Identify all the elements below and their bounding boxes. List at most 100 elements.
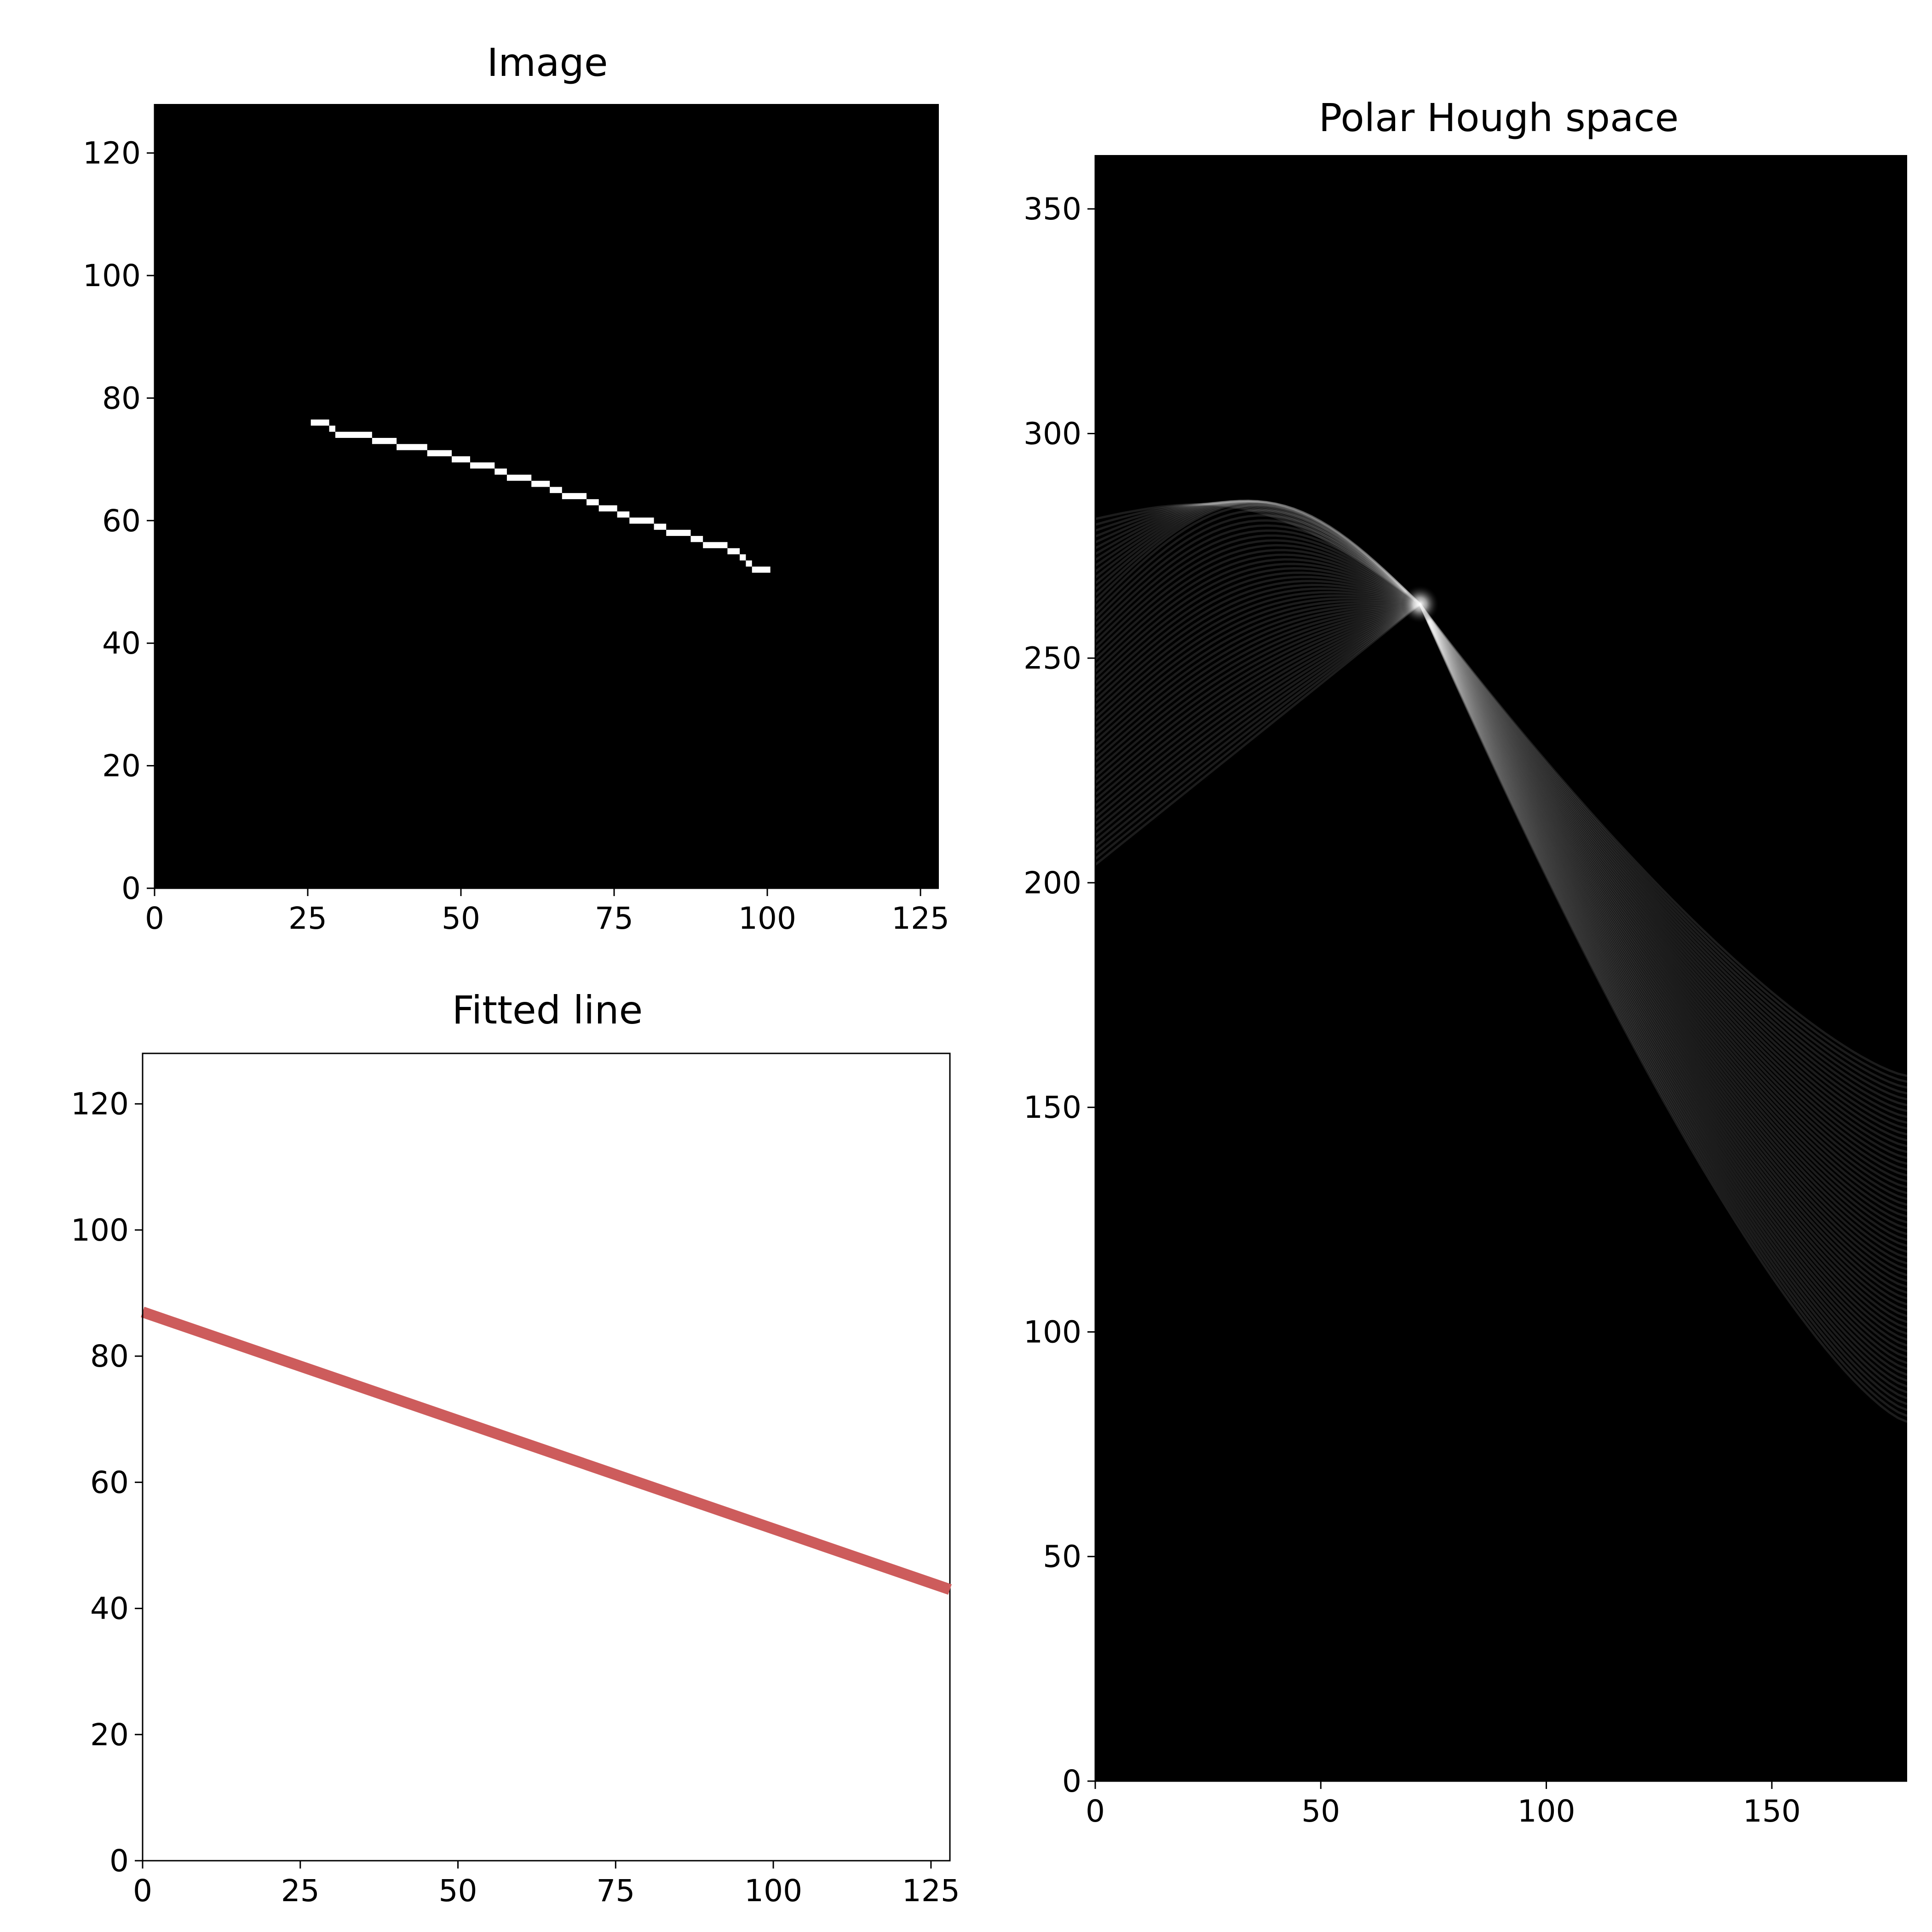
hough-curve [1095, 591, 1907, 1224]
fitted-line-title: Fitted line [452, 988, 643, 1033]
hough-curve [1095, 603, 1907, 1165]
line-pixel-run [397, 444, 427, 450]
fitted-x-tick-label: 50 [439, 1873, 477, 1909]
line-pixel-run [494, 468, 507, 475]
fitted-x-tick-label: 75 [596, 1873, 635, 1909]
hough-curve [1095, 603, 1907, 1148]
hough-curve [1095, 500, 1907, 1388]
line-pixel-run [427, 450, 452, 456]
hough-curve [1095, 549, 1907, 1282]
hough-x-tick-label: 100 [1518, 1794, 1576, 1829]
line-pixel-run [531, 481, 550, 487]
line-pixel-run [654, 523, 667, 530]
hough-curve [1095, 534, 1907, 1300]
fitted-y-tick-label: 0 [109, 1843, 129, 1879]
hough-y-tick-label: 350 [1024, 191, 1081, 227]
hough-x-axis: 0 50 100 150 [1086, 1780, 1907, 1829]
hough-curve [1095, 583, 1907, 1236]
hough-curve [1095, 500, 1907, 1347]
image-x-tick-label: 100 [738, 901, 796, 936]
hough-curve [1095, 603, 1907, 1136]
line-pixel-run [452, 456, 470, 463]
hough-curve [1095, 603, 1907, 1183]
image-x-tick-label: 50 [442, 901, 480, 936]
hough-curve [1095, 575, 1907, 1247]
fitted-y-tick-label: 100 [71, 1213, 129, 1248]
line-pixel-run [335, 431, 372, 438]
fitted-y-tick-label: 40 [90, 1591, 129, 1627]
line-pixel-run [310, 419, 329, 426]
hough-curve [1095, 603, 1907, 1189]
hough-curve [1095, 563, 1907, 1265]
fitted-plot-area [142, 1052, 951, 1862]
hough-curve [1095, 603, 1907, 1095]
hough-curve [1095, 500, 1907, 1376]
image-y-tick-label: 100 [83, 258, 141, 293]
hough-curve [1095, 594, 1907, 1218]
image-y-tick-label: 120 [83, 136, 141, 171]
hough-curve [1095, 503, 1907, 1417]
hough-y-axis: 0 50 100 150 200 250 300 350 [1024, 155, 1096, 1799]
hough-curve [1095, 602, 1907, 1077]
hough-curve [1095, 602, 1907, 1083]
hough-y-tick-label: 300 [1024, 416, 1081, 451]
hough-y-tick-label: 200 [1024, 865, 1081, 901]
hough-curve [1095, 503, 1907, 1423]
line-pixel-run [746, 560, 752, 567]
hough-curve [1095, 499, 1907, 1364]
hough-x-tick-label: 150 [1743, 1794, 1801, 1829]
hough-x-tick-label: 50 [1301, 1794, 1340, 1829]
hough-curve [1095, 504, 1907, 1335]
line-pixel-run [329, 426, 335, 432]
hough-plot-area [1095, 155, 1907, 1781]
hough-curve [1095, 603, 1907, 1171]
hough-curve [1095, 524, 1907, 1311]
image-y-tick-label: 60 [102, 503, 141, 539]
image-x-tick-label: 125 [891, 901, 949, 936]
hough-curve [1095, 500, 1907, 1370]
hough-curve [1095, 529, 1907, 1306]
hough-curve [1095, 502, 1907, 1411]
image-y-tick-label: 80 [102, 380, 141, 416]
hough-curve [1095, 500, 1907, 1358]
line-pixel-run [740, 554, 746, 561]
hough-x-tick-label: 0 [1086, 1794, 1105, 1829]
line-pixel-run [629, 518, 654, 524]
hough-curve [1095, 580, 1907, 1242]
line-pixel-run [506, 474, 532, 481]
line-pixel-run [752, 566, 770, 573]
hough-curve [1095, 603, 1907, 1130]
image-y-tick-label: 20 [102, 748, 141, 784]
hough-curve [1095, 509, 1907, 1329]
line-pixel-run [550, 487, 562, 493]
image-x-tick-label: 75 [595, 901, 633, 936]
fitted-x-axis: 0 25 50 75 100 125 [133, 1860, 960, 1909]
hough-curve [1095, 501, 1907, 1341]
hough-curve [1095, 603, 1907, 1118]
line-pixel-run [372, 437, 397, 444]
image-x-tick-label: 25 [288, 901, 327, 936]
image-y-axis: 0 20 40 60 80 100 120 [83, 104, 155, 906]
hough-curves [1095, 499, 1907, 1423]
hough-curve [1095, 567, 1907, 1259]
hough-y-tick-label: 50 [1043, 1539, 1081, 1575]
fitted-y-tick-label: 120 [71, 1087, 129, 1122]
hough-curve [1095, 514, 1907, 1323]
image-x-tick-label: 0 [145, 901, 164, 936]
line-pixel-run [703, 542, 728, 548]
line-pixel-run [690, 536, 703, 542]
line-pixel-run [598, 505, 617, 512]
fitted-x-tick-label: 25 [281, 1873, 320, 1909]
hough-curve [1095, 602, 1907, 1200]
image-panel: Image 0 25 50 75 100 125 0 20 40 60 80 100 120 [83, 40, 949, 936]
hough-curve [1095, 500, 1907, 1353]
hough-y-tick-label: 100 [1024, 1314, 1081, 1350]
hough-curve [1095, 597, 1907, 1212]
hough-curve [1095, 603, 1907, 1177]
line-pixel-run [470, 462, 495, 469]
line-pixel-run [562, 493, 587, 500]
fitted-x-tick-label: 100 [744, 1873, 802, 1909]
hough-curve [1095, 558, 1907, 1271]
hough-curve [1095, 501, 1907, 1400]
